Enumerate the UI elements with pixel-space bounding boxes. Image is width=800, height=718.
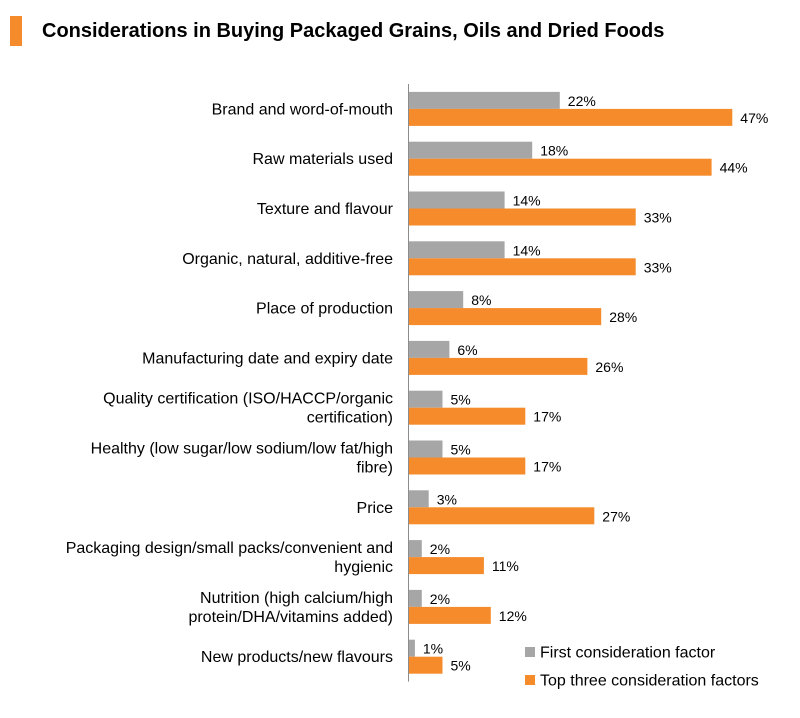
bar-top-three	[408, 258, 636, 276]
category-label: Brand and word-of-mouth	[212, 101, 393, 118]
data-label-first-factor: 1%	[423, 641, 443, 657]
category-label-line: hygienic	[334, 559, 393, 576]
data-label-top-three: 17%	[533, 409, 561, 425]
category-label: Price	[357, 500, 394, 517]
data-label-top-three: 28%	[609, 309, 637, 325]
data-label-top-three: 11%	[492, 558, 519, 574]
category-label-line: certification)	[307, 410, 393, 427]
data-label-first-factor: 18%	[540, 143, 568, 159]
bar-first-factor	[408, 639, 415, 657]
bar-first-factor	[408, 191, 505, 209]
data-label-top-three: 47%	[740, 110, 768, 126]
category-label-line: New products/new flavours	[201, 649, 393, 666]
legend-label: First consideration factor	[540, 645, 716, 662]
category-label-line: Nutrition (high calcium/high	[200, 590, 393, 607]
category-label-line: fibre)	[357, 460, 393, 477]
category-label-line: Brand and word-of-mouth	[212, 101, 393, 118]
category-label-line: Quality certification (ISO/HACCP/organic	[103, 391, 393, 408]
category-label: Quality certification (ISO/HACCP/organic…	[103, 391, 393, 427]
category-label: Packaging design/small packs/convenient …	[66, 540, 393, 576]
bar-first-factor	[408, 490, 429, 508]
bar-first-factor	[408, 340, 450, 358]
data-label-top-three: 5%	[451, 658, 471, 674]
data-label-top-three: 17%	[533, 459, 561, 475]
bar-top-three	[408, 507, 595, 525]
data-label-top-three: 12%	[499, 608, 527, 624]
category-label-line: Healthy (low sugar/low sodium/low fat/hi…	[91, 441, 393, 458]
title-accent-bar	[10, 16, 22, 46]
bar-top-three	[408, 158, 712, 176]
bar-first-factor	[408, 141, 533, 159]
legend-label: Top three consideration factors	[540, 673, 759, 690]
category-label: Organic, natural, additive-free	[182, 251, 393, 268]
category-label: Raw materials used	[253, 151, 394, 168]
category-label-line: Manufacturing date and expiry date	[142, 350, 393, 367]
legend-swatch	[525, 647, 535, 657]
category-label-line: Organic, natural, additive-free	[182, 251, 393, 268]
bar-first-factor	[408, 390, 443, 408]
data-label-top-three: 26%	[595, 359, 623, 375]
data-label-first-factor: 5%	[451, 442, 471, 458]
bar-first-factor	[408, 589, 422, 607]
data-label-first-factor: 6%	[457, 342, 477, 358]
bar-top-three	[408, 208, 636, 226]
category-label-line: protein/DHA/vitamins added)	[188, 609, 393, 626]
bar-first-factor	[408, 91, 560, 109]
data-label-first-factor: 2%	[430, 541, 450, 557]
bar-first-factor	[408, 540, 422, 558]
category-label: Healthy (low sugar/low sodium/low fat/hi…	[91, 441, 393, 477]
category-label-line: Price	[357, 500, 394, 517]
bar-top-three	[408, 656, 443, 674]
bar-first-factor	[408, 440, 443, 458]
category-label: Manufacturing date and expiry date	[142, 350, 393, 367]
bar-first-factor	[408, 241, 505, 259]
legend-swatch	[525, 675, 535, 685]
data-label-first-factor: 8%	[471, 292, 491, 308]
data-label-first-factor: 2%	[430, 591, 450, 607]
category-label: Texture and flavour	[257, 201, 394, 218]
data-label-top-three: 44%	[720, 160, 748, 176]
bar-top-three	[408, 108, 733, 126]
category-label: Place of production	[256, 301, 393, 318]
category-label-line: Place of production	[256, 301, 393, 318]
data-label-first-factor: 14%	[513, 242, 541, 258]
bar-top-three	[408, 606, 491, 624]
data-label-first-factor: 14%	[513, 193, 541, 209]
data-label-first-factor: 22%	[568, 93, 596, 109]
category-label: New products/new flavours	[201, 649, 393, 666]
category-label-line: Texture and flavour	[257, 201, 394, 218]
category-label-line: Raw materials used	[253, 151, 394, 168]
category-label-line: Packaging design/small packs/convenient …	[66, 540, 393, 557]
bar-top-three	[408, 457, 526, 475]
data-label-first-factor: 3%	[437, 491, 457, 507]
bar-top-three	[408, 557, 484, 575]
bar-top-three	[408, 407, 526, 425]
bar-top-three	[408, 357, 588, 375]
data-label-top-three: 33%	[644, 210, 672, 226]
data-label-top-three: 33%	[644, 259, 672, 275]
category-label: Nutrition (high calcium/high protein/DHA/…	[188, 590, 393, 626]
data-label-first-factor: 5%	[451, 392, 471, 408]
bar-first-factor	[408, 291, 464, 309]
chart-title: Considerations in Buying Packaged Grains…	[42, 20, 665, 42]
bar-top-three	[408, 308, 602, 326]
chart-header: Considerations in Buying Packaged Grains…	[0, 0, 800, 60]
data-label-top-three: 27%	[602, 508, 630, 524]
